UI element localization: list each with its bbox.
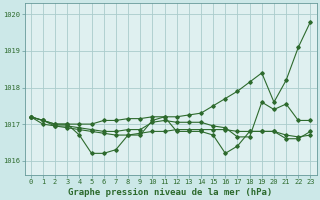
X-axis label: Graphe pression niveau de la mer (hPa): Graphe pression niveau de la mer (hPa)	[68, 188, 273, 197]
